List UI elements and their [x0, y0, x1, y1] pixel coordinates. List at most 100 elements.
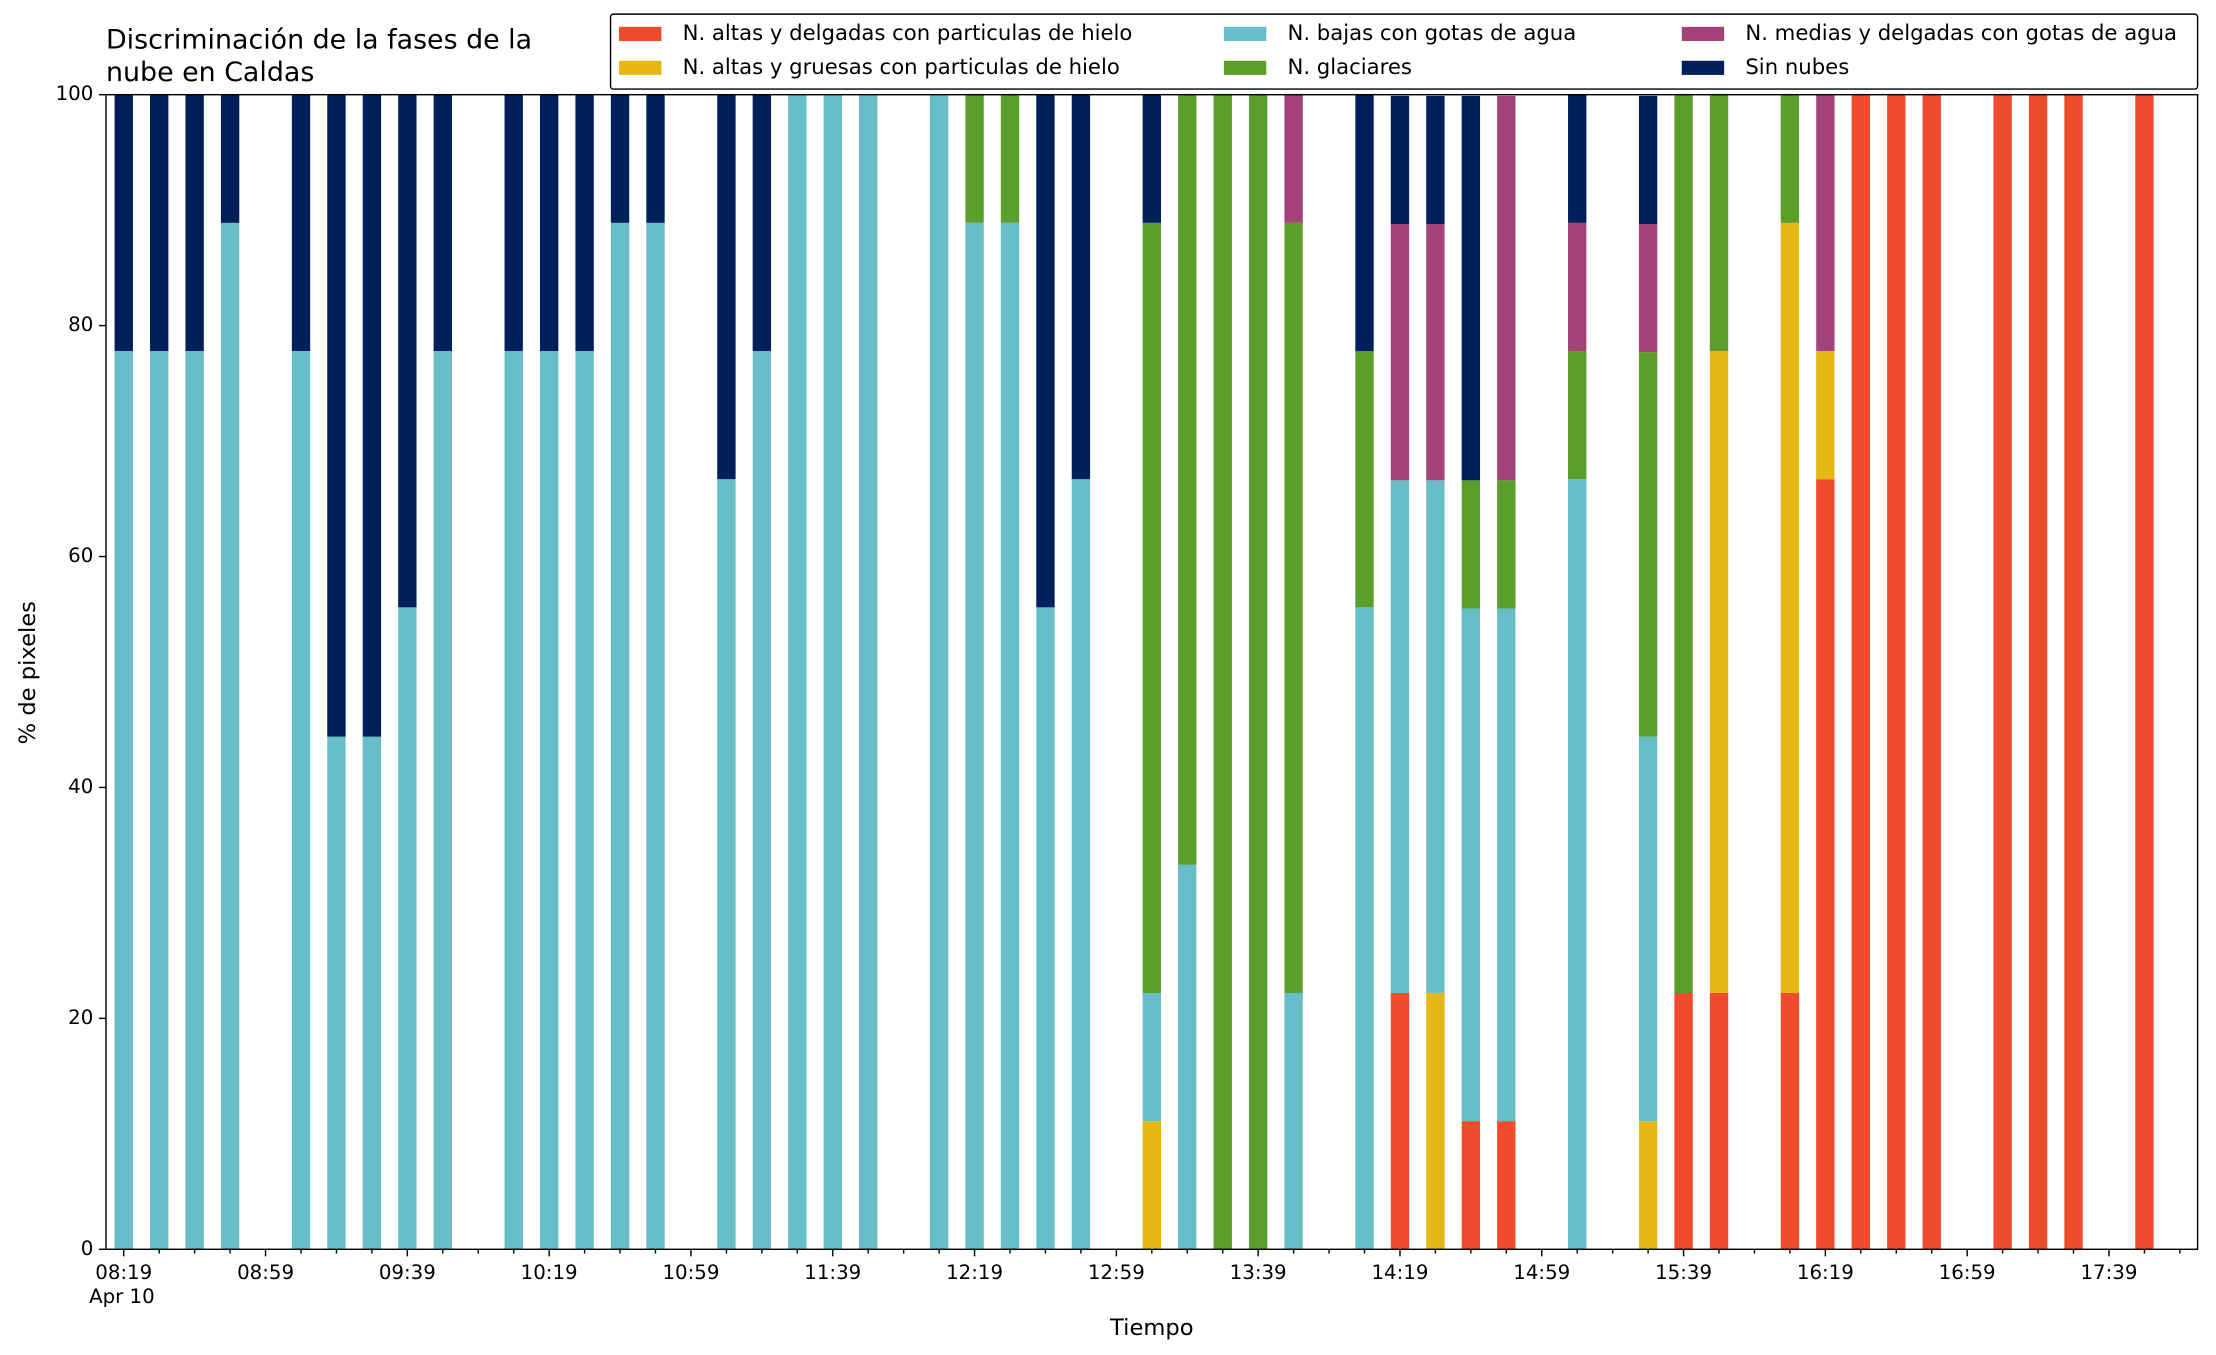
x-tick-label: 12:59	[1088, 1261, 1145, 1284]
bar-segment	[291, 94, 311, 352]
bar-segment	[1390, 992, 1410, 1250]
y-axis-label: % de pixeles	[15, 601, 41, 744]
bar-segment	[965, 94, 984, 223]
x-axis-label: Tiempo	[1109, 1315, 1194, 1341]
bar-segment	[2064, 94, 2083, 1250]
bar-segment	[1674, 94, 1693, 993]
bar-segment	[1638, 224, 1658, 353]
chart-title: nube en Caldas	[106, 57, 314, 88]
bar-segment	[1426, 992, 1445, 1250]
bar-segment	[1709, 992, 1729, 1250]
x-tick-label: 13:39	[1230, 1261, 1287, 1284]
x-tick-label: 16:19	[1797, 1261, 1854, 1284]
bar-segment	[1284, 94, 1303, 223]
bar-segment	[1142, 1121, 1161, 1250]
bar-segment	[965, 222, 984, 1250]
bar-segment	[114, 94, 133, 352]
legend-label: Sin nubes	[1745, 54, 1849, 79]
bar-segment	[1071, 94, 1091, 480]
bar-segment	[504, 94, 523, 352]
bar-segment	[1248, 94, 1268, 1250]
bar-segment	[185, 94, 204, 352]
bar-segment	[1461, 480, 1481, 609]
y-tick-label: 80	[68, 313, 93, 336]
bar-segment	[646, 222, 665, 1250]
legend-swatch	[1223, 60, 1267, 75]
bar-segment	[575, 351, 594, 1250]
bar-segment	[1178, 94, 1197, 865]
bar-segment	[1780, 992, 1800, 1250]
bar-segment	[1816, 351, 1835, 480]
bar-segment	[1993, 94, 2012, 1250]
bar-segment	[1071, 479, 1091, 1250]
bar-segment	[1213, 94, 1232, 1250]
bar-segment	[150, 351, 169, 1250]
plot-frame	[105, 93, 2199, 1250]
bar-segment	[859, 94, 878, 1250]
bar-segment	[291, 351, 311, 1250]
bar-segment	[1568, 222, 1587, 352]
legend-swatch	[619, 26, 662, 41]
bar-segment	[185, 351, 204, 1250]
legend-swatch	[1681, 60, 1725, 75]
bar-segment	[752, 94, 772, 352]
bar-segment	[1461, 1121, 1481, 1250]
x-tick-label: 17:39	[2080, 1261, 2137, 1284]
bar-segment	[1568, 351, 1587, 480]
x-tick-label: 09:39	[379, 1261, 436, 1284]
legend-box	[609, 13, 2199, 90]
y-tick-label: 40	[68, 775, 93, 798]
legend-swatch	[1681, 26, 1725, 41]
bar-segment	[1000, 222, 1020, 1250]
bar-segment	[539, 351, 559, 1250]
bar-segment	[1355, 94, 1374, 352]
bar-segment	[610, 94, 630, 223]
bar-segment	[1142, 992, 1161, 1122]
bar-segment	[788, 94, 807, 1250]
bar-segment	[1887, 94, 1906, 1250]
bar-segment	[1638, 1121, 1658, 1250]
bar-segment	[823, 94, 842, 1250]
legend-label: N. glaciares	[1287, 54, 1411, 79]
bar-segment	[1568, 94, 1587, 223]
bar-segment	[433, 94, 452, 352]
bar-segment	[1284, 992, 1303, 1250]
bar-segment	[1390, 95, 1410, 225]
x-tick-label: 12:19	[946, 1261, 1003, 1284]
bar-segment	[1638, 736, 1658, 1122]
x-tick-label: 16:59	[1939, 1261, 1996, 1284]
bar-segment	[1355, 607, 1374, 1250]
bar-segment	[610, 222, 630, 1250]
bar-segment	[717, 479, 736, 1250]
x-tick-label: 14:19	[1371, 1261, 1428, 1284]
bar-segment	[1497, 480, 1516, 609]
bar-segment	[1497, 1121, 1516, 1250]
bar-segment	[1674, 992, 1693, 1250]
bar-segment	[1036, 607, 1055, 1250]
x-tick-label: 14:59	[1513, 1261, 1570, 1284]
legend-label: N. bajas con gotas de agua	[1287, 20, 1576, 45]
bar-segment	[1816, 479, 1835, 1250]
x-tick-label: 08:19	[95, 1261, 152, 1284]
bar-segment	[1497, 608, 1516, 1122]
bar-segment	[1426, 224, 1445, 481]
bar-segment	[2135, 94, 2154, 1250]
bar-segment	[1426, 95, 1445, 225]
bar-segment	[717, 94, 736, 480]
bar-segment	[220, 94, 240, 223]
bar-segment	[150, 94, 169, 352]
bar-segment	[398, 607, 417, 1250]
bar-segment	[539, 94, 559, 352]
bar-segment	[1355, 351, 1374, 608]
legend-label: N. altas y gruesas con particulas de hie…	[683, 54, 1120, 79]
bar-segment	[1816, 94, 1835, 352]
bar-segment	[114, 351, 133, 1250]
x-date-label: Apr 10	[89, 1285, 155, 1308]
bar-segment	[1142, 94, 1161, 223]
bar-segment	[1638, 95, 1658, 225]
bar-segment	[1461, 95, 1481, 481]
bar-segment	[1638, 352, 1658, 737]
bar-segment	[1780, 94, 1800, 223]
